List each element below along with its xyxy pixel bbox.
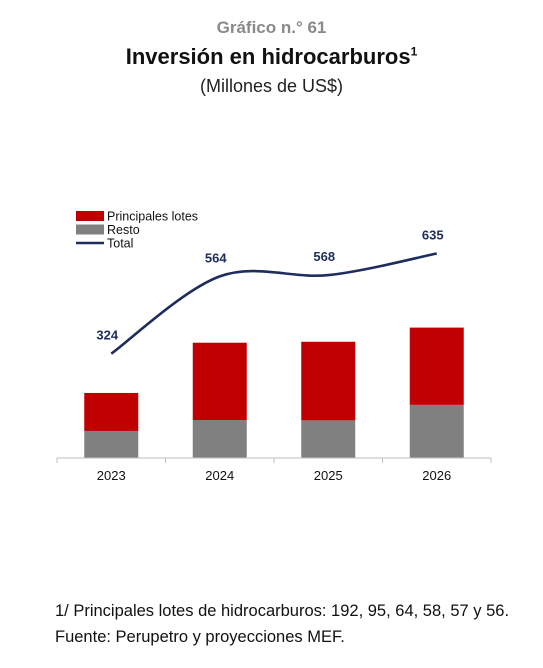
- total-data-label-2023: 324: [96, 328, 118, 343]
- legend-label-total: Total: [107, 237, 133, 251]
- bar-resto-2024: [192, 420, 247, 458]
- chart-title: Inversión en hidrocarburos1: [0, 44, 543, 70]
- bar-principales-lotes-2026: [409, 327, 464, 405]
- x-tick-label-2025: 2025: [314, 468, 343, 483]
- total-data-label-2024: 564: [205, 250, 227, 265]
- footnote-text: 1/ Principales lotes de hidrocarburos: 1…: [55, 602, 510, 620]
- bar-group: [84, 327, 464, 458]
- title-footnote-mark: 1: [410, 44, 418, 59]
- total-data-label-2025: 568: [313, 249, 335, 264]
- legend-label-resto: Resto: [107, 223, 140, 237]
- total-line: [110, 252, 438, 355]
- chart-notes: 1/ Principales lotes de hidrocarburos: 1…: [55, 598, 509, 650]
- chart-title-text: Inversión en hidrocarburos: [125, 44, 411, 69]
- chart-kicker: Gráfico n.° 61: [216, 18, 327, 37]
- legend-swatch-principales-lotes: [76, 211, 104, 221]
- x-tick-label-2026: 2026: [422, 468, 451, 483]
- bar-principales-lotes-2024: [192, 342, 247, 421]
- bar-principales-lotes-2023: [84, 392, 139, 431]
- bar-resto-2025: [301, 420, 356, 458]
- total-line-group: 324 564 568 635: [96, 228, 444, 355]
- x-tick-label-2023: 2023: [97, 468, 126, 483]
- x-axis: 2023 2024 2025 2026: [56, 457, 492, 483]
- bar-principales-lotes-2025: [301, 341, 356, 421]
- bar-resto-2026: [409, 404, 464, 458]
- x-tick-label-2024: 2024: [205, 468, 234, 483]
- bar-resto-2023: [84, 430, 139, 458]
- legend-label-principales-lotes: Principales lotes: [107, 210, 198, 224]
- source-text: Fuente: Perupetro y proyecciones MEF.: [55, 628, 345, 646]
- total-data-label-2026: 635: [422, 228, 444, 243]
- legend-swatch-resto: [76, 224, 104, 235]
- chart-subtitle: (Millones de US$): [199, 76, 344, 96]
